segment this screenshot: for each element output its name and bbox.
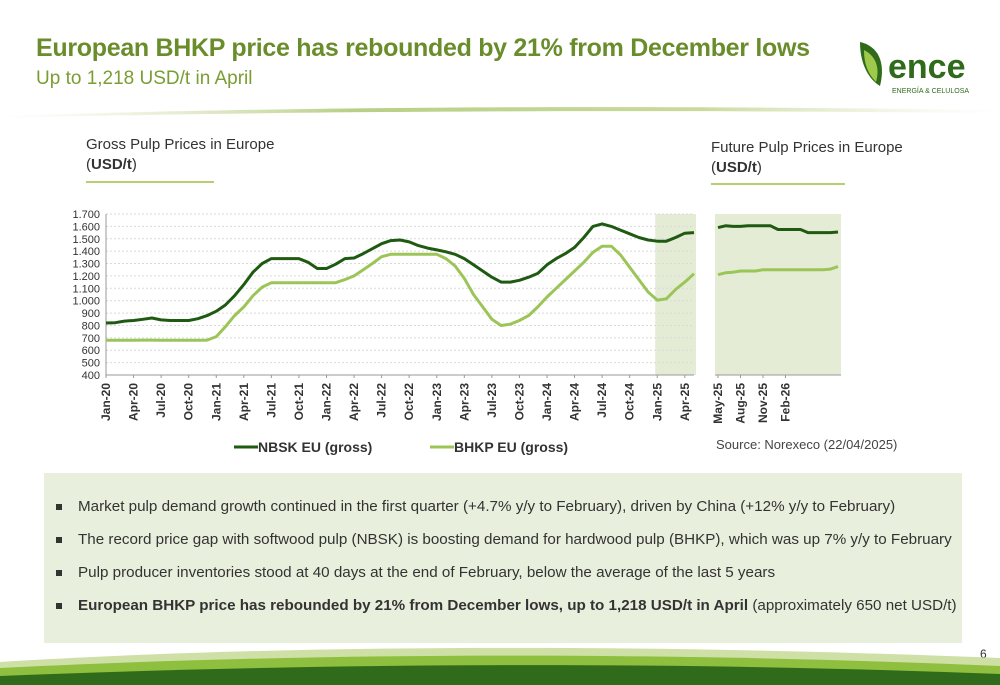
x-tick-label: Oct-22 (402, 383, 416, 421)
bullet-item-highlight: European BHKP price has rebounded by 21%… (56, 596, 957, 629)
left-chart-title: Gross Pulp Prices in Europe (USD/t) (86, 136, 275, 173)
future-pulp-prices-chart: May-25 Aug-25 Nov-25 Feb-26 (711, 214, 841, 424)
x-tick-label: Jan-22 (320, 383, 334, 421)
x-tick-label: Jul-23 (485, 383, 499, 418)
y-tick-label: 1.300 (72, 259, 100, 271)
y-tick-label: 700 (82, 333, 100, 345)
y-tick-label: 1.000 (72, 296, 100, 308)
y-tick-label: 800 (82, 320, 100, 332)
key-points-panel: Market pulp demand growth continued in t… (44, 473, 962, 643)
x-tick-label: Jan-23 (430, 383, 444, 421)
x-tick-label: Oct-23 (512, 383, 526, 421)
logo-tagline: ENERGÍA & CELULOSA (892, 86, 969, 95)
y-tick-label: 1.500 (72, 234, 100, 246)
y-tick-label: 1.100 (72, 283, 100, 295)
x-tick-label: Jul-24 (595, 383, 609, 418)
gross-pulp-prices-chart: 4005006007008009001.0001.1001.2001.3001.… (72, 209, 696, 455)
future-line-nbsk (717, 224, 839, 235)
y-tick-label: 1.200 (72, 271, 100, 283)
x-tick-label: May-25 (711, 383, 725, 424)
x-tick-label: Oct-24 (623, 383, 637, 421)
x-tick-label: Apr-20 (127, 383, 141, 421)
right-chart-title: Future Pulp Prices in Europe (USD/t) (711, 139, 903, 176)
y-tick-label: 1.400 (72, 246, 100, 258)
bullet-marker-icon (56, 504, 62, 510)
x-tick-label: Jan-21 (209, 383, 223, 421)
y-tick-label: 600 (82, 345, 100, 357)
y-tick-label: 900 (82, 308, 100, 320)
future-shaded-band (715, 214, 841, 375)
future-line-bhkp (717, 265, 839, 277)
x-tick-label: Aug-25 (734, 383, 748, 424)
bullet-item: Pulp producer inventories stood at 40 da… (56, 563, 957, 596)
page-number: 6 (980, 647, 987, 661)
x-tick-label: Jul-20 (154, 383, 168, 418)
header-swoosh-divider (0, 107, 1000, 118)
x-tick-label: Jan-20 (99, 383, 113, 421)
source-note: Source: Norexeco (22/04/2025) (716, 437, 898, 452)
x-tick-label: Jul-21 (264, 383, 278, 418)
x-tick-label: Apr-21 (237, 383, 251, 421)
ence-logo: ence ENERGÍA & CELULOSA (856, 36, 976, 98)
bullet-item: The record price gap with softwood pulp … (56, 530, 957, 563)
page-subtitle: Up to 1,218 USD/t in April (36, 68, 253, 89)
bullet-marker-icon (56, 537, 62, 543)
x-tick-label: Apr-22 (347, 383, 361, 421)
x-tick-label: Oct-20 (182, 383, 196, 421)
bullet-marker-icon (56, 570, 62, 576)
series-line-nbsk (105, 222, 695, 325)
x-tick-label: Oct-21 (292, 383, 306, 421)
x-tick-label: Apr-24 (568, 383, 582, 421)
x-tick-label: Apr-23 (457, 383, 471, 421)
y-tick-label: 500 (82, 358, 100, 370)
legend-label-nbsk: NBSK EU (gross) (258, 439, 372, 455)
footer-swoosh (0, 647, 1000, 685)
page-title: European BHKP price has rebounded by 21%… (36, 34, 810, 62)
bullet-item: Market pulp demand growth continued in t… (56, 497, 957, 530)
legend-label-bhkp: BHKP EU (gross) (454, 439, 568, 455)
y-tick-label: 1.700 (72, 209, 100, 221)
x-tick-label: Jan-25 (650, 383, 664, 421)
y-tick-label: 400 (82, 370, 100, 382)
x-tick-label: Jan-24 (540, 383, 554, 421)
right-chart-title-underline (711, 183, 845, 185)
left-chart-title-underline (86, 181, 214, 183)
series-line-bhkp (106, 244, 696, 342)
leaf-icon (860, 42, 882, 86)
x-tick-label: Feb-26 (779, 383, 793, 422)
x-tick-label: Jul-22 (375, 383, 389, 418)
bullet-marker-icon (56, 603, 62, 609)
logo-wordmark: ence (888, 48, 966, 86)
x-tick-label: Apr-25 (678, 383, 692, 421)
x-tick-label: Nov-25 (756, 383, 770, 423)
y-tick-label: 1.600 (72, 221, 100, 233)
